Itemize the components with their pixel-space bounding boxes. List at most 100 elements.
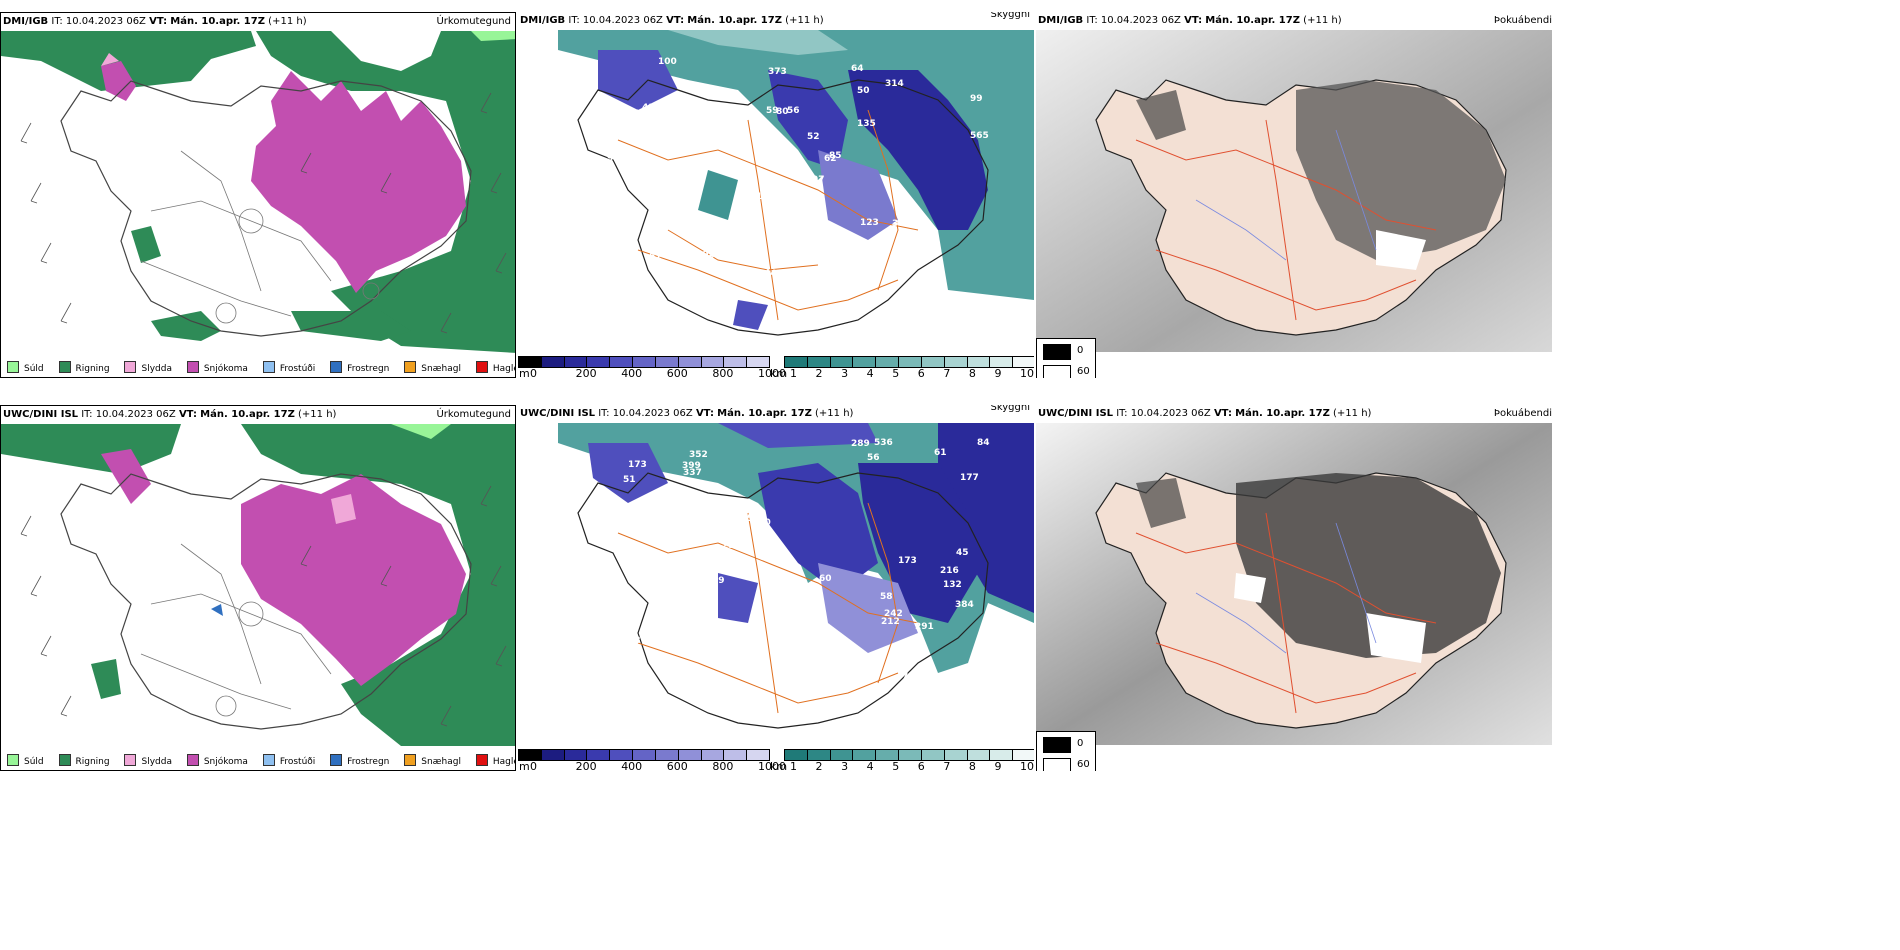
cloud-height-label: 136: [768, 162, 787, 172]
model-name: UWC/DINI ISL: [1038, 408, 1114, 419]
cloud-height-label: 162: [765, 180, 784, 190]
colorbar-unit: km: [770, 760, 788, 771]
cloud-height-label: 207: [696, 250, 715, 260]
colorbar-tick: 1: [790, 760, 797, 771]
cloud-height-label: 304: [785, 651, 804, 661]
cloud-height-label: 103: [636, 163, 655, 173]
colorbar-swatch: [830, 750, 854, 760]
cloud-height-label: 202: [694, 107, 713, 117]
colorbar-tick: 5: [892, 760, 900, 771]
cloud-height-label: 60: [819, 574, 832, 584]
colorbar-swatch: [541, 357, 565, 367]
cloud-height-label: 56: [867, 453, 880, 463]
visibility-panel-bottom: UWC/DINI ISL IT: 10.04.2023 06Z VT: Mán.…: [518, 405, 1034, 771]
it-label: IT:: [598, 408, 610, 419]
cloud-height-label: 173: [898, 556, 917, 566]
colorbar-swatch: [519, 357, 542, 367]
valid-time: Mán. 10.apr. 17Z: [687, 15, 782, 26]
colorbar-swatch: [678, 357, 702, 367]
colorbar-swatch: [785, 750, 808, 760]
colorbar-tick: 8: [968, 760, 976, 771]
cloud-height-label: 53: [729, 138, 742, 148]
visibility-panel-top: DMI/IGB IT: 10.04.2023 06Z VT: Mán. 10.a…: [518, 12, 1034, 378]
colorbar-tick: 4: [866, 367, 874, 378]
model-name: DMI/IGB: [3, 16, 49, 27]
cloud-height-label: 242: [884, 609, 903, 619]
vt-label: VT:: [695, 408, 714, 419]
cloud-height-label: 184: [634, 109, 653, 119]
cloud-base-colorbar: [518, 749, 770, 761]
it-label: IT:: [1086, 15, 1098, 26]
cloud-height-label: 212: [881, 617, 900, 627]
cloud-height-label: 293: [663, 566, 682, 576]
cloud-height-label: 69: [712, 576, 725, 586]
colorbar-unit: m: [519, 367, 530, 378]
cloud-height-label: 51: [623, 475, 636, 485]
fog-key: 0 60: [1036, 338, 1096, 378]
colorbar-swatch: [853, 357, 877, 367]
cloud-height-label: 85: [829, 151, 842, 161]
cloud-height-label: 231: [631, 577, 650, 587]
precip-panel-bottom: UWC/DINI ISL IT: 10.04.2023 06Z VT: Mán.…: [0, 405, 516, 771]
cloud-height-label: 45: [956, 548, 969, 558]
panel-header: UWC/DINI ISL IT: 10.04.2023 06Z VT: Mán.…: [1036, 405, 1556, 423]
colorbar-swatch: [967, 357, 991, 367]
cloud-height-label: 246: [858, 653, 877, 663]
panel-title: Úrkomutegund: [436, 16, 511, 27]
panel-title: Þokuábendi: [1493, 408, 1552, 419]
lead-time: (+11 h): [298, 409, 337, 420]
cloud-height-label: 99: [970, 94, 983, 104]
cloud-height-label: 58: [747, 514, 760, 524]
init-time: 10.04.2023 06Z: [1130, 408, 1211, 419]
cloud-height-label: 77: [619, 280, 632, 290]
cloud-height-label: 176: [954, 675, 973, 685]
colorbar-swatch: [853, 750, 877, 760]
panel-title: Þokuábendi: [1493, 15, 1552, 26]
cloud-height-label: 58: [628, 636, 641, 646]
colorbar-swatch: [899, 750, 922, 760]
cloud-height-label: 216: [940, 566, 959, 576]
colorbar-swatch: [944, 357, 968, 367]
colorbar-swatch: [701, 357, 725, 367]
colorbar-tick: 400: [621, 760, 643, 771]
precip-panel-top: DMI/IGB IT: 10.04.2023 06Z VT: Mán. 10.a…: [0, 12, 516, 378]
valid-time: Mán. 10.apr. 17Z: [170, 16, 265, 27]
colorbar-swatch: [587, 750, 611, 760]
cloud-height-label: 59: [830, 699, 843, 709]
legend-item-rigning: Rigning: [58, 361, 110, 374]
colorbar-swatch: [747, 357, 769, 367]
cloud-height-label: 289: [851, 439, 870, 449]
cloud-height-label: 337: [683, 468, 702, 478]
colorbar-tick: 200: [575, 760, 597, 771]
legend-item-haglel: Haglél: [475, 361, 515, 374]
colorbar-tick: 1: [790, 367, 797, 378]
cloud-height-label: 148: [964, 305, 983, 315]
cloud-height-label: 99: [636, 675, 649, 685]
fog-map: [1036, 30, 1552, 352]
init-time: 10.04.2023 06Z: [65, 16, 146, 27]
model-name: DMI/IGB: [1038, 15, 1084, 26]
panel-header: DMI/IGB IT: 10.04.2023 06Z VT: Mán. 10.a…: [1, 13, 515, 31]
valid-time: Mán. 10.apr. 17Z: [1235, 408, 1330, 419]
lead-time: (+11 h): [1333, 408, 1372, 419]
cloud-height-label: 384: [955, 600, 974, 610]
legend-item-slydda: Slydda: [124, 361, 172, 374]
fog-key-low: 60: [1077, 366, 1090, 377]
colorbar-swatch: [1013, 357, 1034, 367]
panel-header: DMI/IGB IT: 10.04.2023 06Z VT: Mán. 10.a…: [518, 12, 1034, 30]
colorbar-tick: 7: [943, 367, 951, 378]
cloud-height-label: 52: [807, 132, 820, 142]
legend-item-frostudi: Frostúði: [262, 361, 315, 374]
cloud-base-colorbar: [518, 356, 770, 368]
colorbar-tick: 1000: [758, 760, 786, 771]
cloud-height-label: 536: [874, 438, 893, 448]
colorbar-swatch: [967, 750, 991, 760]
colorbar-tick: 800: [712, 367, 734, 378]
legend-item-frostudi: Frostúði: [262, 754, 315, 767]
cloud-height-label: 58: [702, 254, 715, 264]
cloud-height-label: 71: [620, 293, 633, 303]
colorbar-swatch: [747, 750, 769, 760]
legend-item-suld: Súld: [7, 361, 44, 374]
colorbar-tick: 8: [968, 367, 976, 378]
panel-header: UWC/DINI ISL IT: 10.04.2023 06Z VT: Mán.…: [518, 405, 1034, 423]
